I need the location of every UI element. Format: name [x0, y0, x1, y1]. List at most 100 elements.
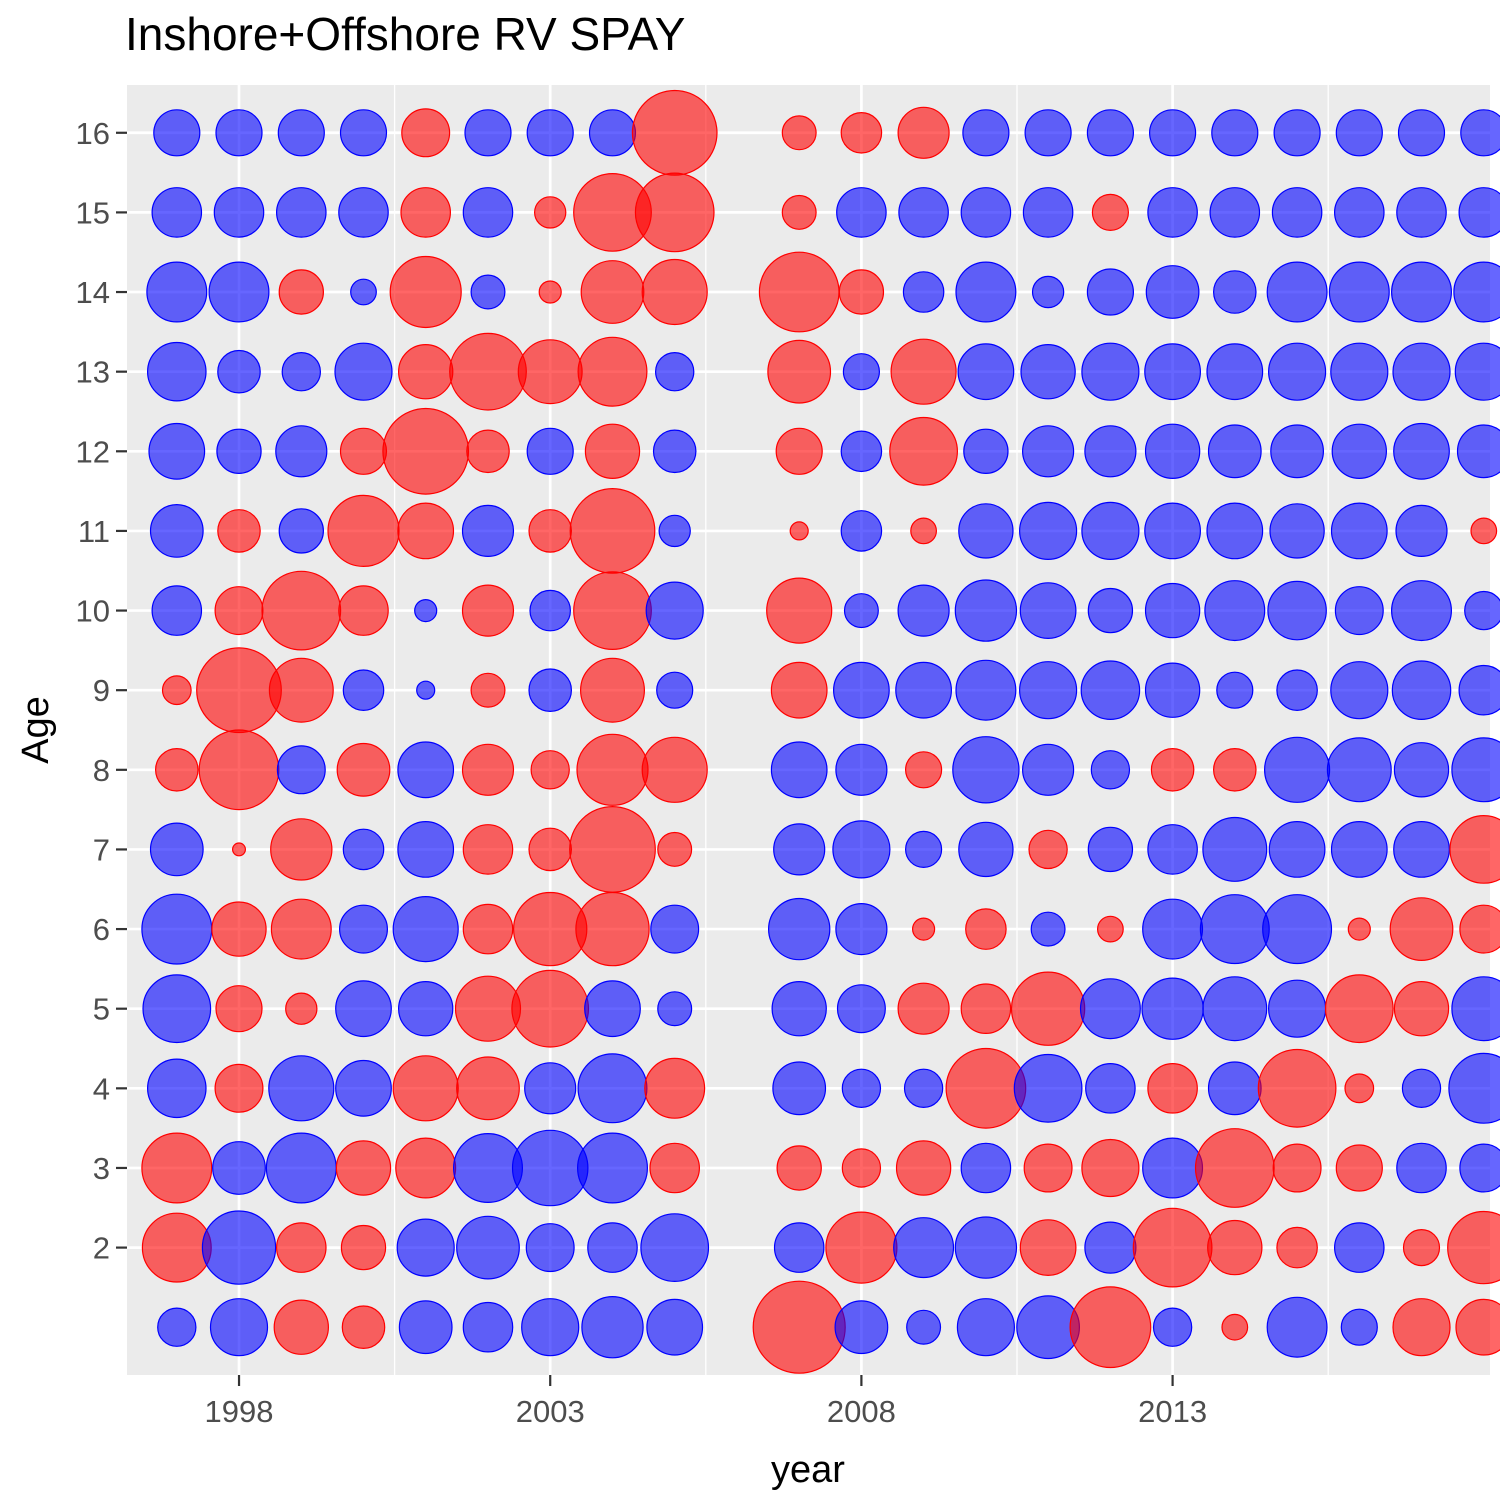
bubble [1397, 109, 1446, 157]
bubble [1013, 1053, 1083, 1123]
bubble [1144, 423, 1201, 479]
bubble [470, 274, 506, 310]
x-tick-label: 2003 [516, 1394, 585, 1429]
bubble [836, 984, 886, 1034]
y-tick-label: 10 [76, 594, 110, 629]
bubble [147, 1058, 207, 1119]
bubble [1021, 425, 1075, 478]
bubble [338, 187, 389, 238]
bubble [1199, 894, 1270, 965]
bubble [1221, 1313, 1249, 1341]
bubble [1340, 1308, 1378, 1346]
bubble [1018, 661, 1078, 720]
bubble [957, 343, 1015, 401]
bubble [1211, 109, 1259, 157]
bubble [581, 1295, 644, 1359]
bubble [1024, 109, 1072, 157]
y-tick-label: 12 [76, 434, 110, 469]
bubble [1334, 187, 1385, 238]
bubble [1268, 821, 1326, 878]
y-tick-label: 9 [93, 673, 110, 708]
x-tick-label: 1998 [205, 1394, 274, 1429]
bubble [215, 109, 263, 157]
bubble [895, 1140, 952, 1196]
bubble [841, 1068, 882, 1109]
bubble [278, 508, 324, 554]
bubble [1144, 343, 1201, 401]
y-tick-label: 16 [76, 116, 110, 151]
bubble [149, 504, 204, 558]
bubble [1019, 1219, 1077, 1276]
bubble [1080, 660, 1141, 721]
bubble [1028, 829, 1068, 870]
chart-title: Inshore+Offshore RV SPAY [125, 8, 685, 60]
bubble [1344, 1073, 1375, 1104]
bubble [1144, 502, 1201, 560]
bubble [962, 109, 1010, 157]
bubble [462, 1301, 514, 1353]
bubble [382, 407, 470, 495]
bubble [146, 261, 208, 323]
bubble [1272, 1143, 1322, 1193]
bubble [398, 1300, 453, 1355]
bubble [285, 992, 318, 1025]
bubble [278, 269, 324, 315]
bubble [897, 584, 950, 637]
bubble [842, 353, 881, 391]
bubble [1019, 582, 1077, 639]
bubble [577, 336, 648, 407]
bubble [1087, 587, 1134, 634]
bubble [1330, 661, 1389, 720]
bubble [1470, 517, 1498, 545]
bubble [1330, 502, 1388, 560]
bubble [1084, 425, 1137, 478]
bubble [584, 980, 641, 1038]
bubble [1202, 976, 1268, 1042]
bubble [1395, 504, 1448, 558]
bubble [1204, 580, 1266, 642]
bubble [341, 1305, 386, 1350]
bubble [1267, 580, 1327, 641]
bubble [1330, 821, 1388, 878]
bubble [902, 271, 945, 313]
bubble [141, 893, 213, 965]
bubble [456, 1215, 520, 1280]
bubble [906, 1309, 942, 1345]
x-tick-label: 2008 [827, 1394, 896, 1429]
bubble [342, 828, 385, 871]
bubble [208, 261, 270, 323]
bubble [838, 269, 885, 315]
bubble [1330, 342, 1389, 401]
bubble [1270, 424, 1324, 479]
bubble [1081, 501, 1140, 561]
bubble [956, 1298, 1016, 1357]
bubble [1448, 1052, 1500, 1124]
bubble [336, 742, 391, 797]
bubble [335, 980, 392, 1038]
bubble [895, 661, 952, 719]
bubble [1459, 1143, 1500, 1193]
bubble [141, 1212, 212, 1283]
bubble [655, 352, 695, 392]
bubble [1084, 1221, 1137, 1274]
bubble [1213, 747, 1257, 792]
bubble [454, 975, 522, 1042]
bubble [1194, 1128, 1275, 1208]
bubble [416, 680, 436, 700]
bubble [952, 736, 1020, 804]
bubble [776, 1145, 822, 1191]
bubble [1335, 1144, 1383, 1192]
bubble [1459, 904, 1500, 954]
bubble [268, 657, 334, 723]
bubble [652, 429, 697, 474]
bubble [456, 1056, 520, 1121]
bubble [147, 341, 207, 402]
bubble [275, 187, 327, 238]
bubble [1216, 671, 1254, 709]
bubble [1389, 897, 1454, 961]
bubble [397, 502, 455, 560]
bubble [1393, 981, 1450, 1037]
bubble [392, 1055, 459, 1122]
bubble [1085, 1063, 1136, 1114]
bubble [217, 509, 261, 553]
